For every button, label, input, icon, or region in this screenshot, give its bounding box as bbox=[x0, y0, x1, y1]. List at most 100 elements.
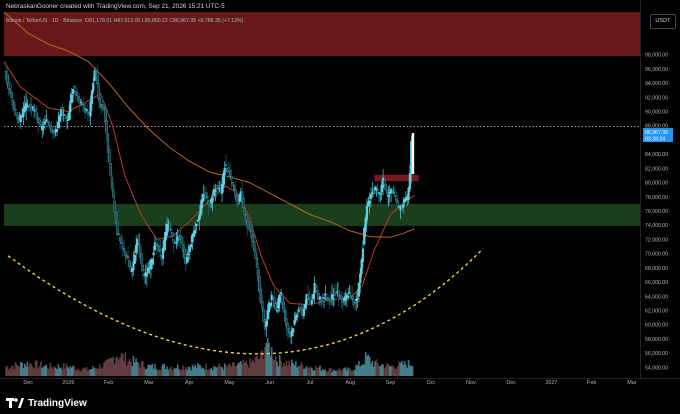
volume-bar bbox=[199, 365, 202, 376]
volume-bar bbox=[312, 370, 315, 376]
countdown-label: 03:38:34 bbox=[645, 137, 665, 143]
candle bbox=[165, 224, 169, 236]
volume-bar bbox=[85, 366, 88, 376]
candle bbox=[73, 86, 76, 88]
candle bbox=[364, 217, 367, 232]
tradingview-logo[interactable]: TradingView bbox=[6, 397, 87, 409]
volume-bar bbox=[191, 364, 194, 376]
volume-bar bbox=[351, 371, 353, 376]
volume-bar bbox=[399, 362, 402, 376]
volume-bar bbox=[28, 366, 30, 376]
volume-bar bbox=[26, 361, 29, 376]
volume-bar bbox=[341, 369, 344, 376]
volume-bar bbox=[93, 368, 96, 376]
volume-bar bbox=[79, 370, 81, 376]
candle bbox=[345, 294, 348, 298]
volume-bar bbox=[380, 364, 383, 376]
price-tick-label: 62,000.00 bbox=[645, 308, 668, 314]
volume-bar bbox=[136, 361, 139, 376]
candle bbox=[161, 247, 165, 259]
candle bbox=[235, 195, 238, 202]
volume-bar bbox=[121, 353, 124, 376]
candle bbox=[133, 255, 136, 264]
time-axis[interactable]: Dec 2026 Feb Mar Apr May Jun Jul Aug Sep Oct Nov Dec… bbox=[0, 378, 680, 387]
volume-bar bbox=[301, 364, 304, 376]
volume-bar bbox=[264, 347, 266, 376]
price-tick-label: 82,000.00 bbox=[645, 166, 668, 172]
candle bbox=[8, 88, 12, 94]
candle bbox=[183, 249, 186, 258]
candle bbox=[359, 273, 362, 284]
candle bbox=[302, 308, 305, 316]
candle bbox=[231, 182, 234, 186]
candle bbox=[363, 227, 366, 245]
volume-bar bbox=[73, 366, 76, 376]
volume-bar bbox=[22, 368, 25, 376]
candle bbox=[285, 318, 288, 326]
currency-button[interactable]: USDT bbox=[650, 14, 676, 29]
candle bbox=[380, 184, 383, 193]
volume-bar bbox=[158, 369, 160, 376]
volume-bar bbox=[164, 369, 167, 376]
volume-bar bbox=[117, 359, 120, 376]
candle bbox=[318, 296, 322, 300]
zone-upper-resistance bbox=[4, 12, 640, 57]
candle bbox=[124, 251, 127, 257]
candle bbox=[228, 171, 232, 177]
time-tick-label: Apr bbox=[185, 380, 194, 386]
symbol-legend[interactable]: Bitcoin / TetherUS · 1D · Binance O81,178… bbox=[6, 18, 243, 24]
volume-bar bbox=[261, 350, 264, 376]
candle bbox=[14, 108, 17, 111]
volume-bar bbox=[253, 362, 256, 376]
volume-bar bbox=[45, 364, 48, 376]
candle bbox=[379, 193, 382, 195]
volume-bar bbox=[401, 360, 403, 376]
volume-bar bbox=[112, 356, 115, 376]
candle bbox=[202, 194, 205, 202]
volume-bar bbox=[256, 355, 258, 376]
volume-bar bbox=[5, 366, 7, 376]
candle bbox=[108, 149, 111, 163]
volume-bar bbox=[182, 365, 184, 376]
price-tick-label: 74,000.00 bbox=[645, 223, 668, 229]
volume-bar bbox=[17, 365, 19, 376]
candle bbox=[271, 296, 275, 298]
candle bbox=[351, 295, 354, 299]
candle bbox=[70, 94, 73, 103]
volume-bar bbox=[291, 359, 293, 376]
candle bbox=[121, 245, 124, 249]
volume-bar bbox=[368, 356, 371, 376]
volume-bar bbox=[252, 359, 254, 376]
candle bbox=[163, 239, 166, 251]
candle bbox=[261, 301, 264, 309]
volume-bar bbox=[81, 369, 84, 376]
volume-bar bbox=[64, 368, 66, 376]
candle bbox=[194, 229, 197, 234]
candle bbox=[400, 207, 403, 209]
candle bbox=[407, 188, 410, 201]
candle bbox=[266, 310, 269, 320]
volume-bar bbox=[194, 364, 197, 376]
volume-bar bbox=[268, 342, 270, 376]
volume-bar bbox=[195, 367, 198, 376]
candle bbox=[105, 120, 108, 134]
volume-bar bbox=[183, 369, 186, 376]
volume-bar bbox=[152, 368, 155, 376]
candle bbox=[135, 244, 138, 253]
candle bbox=[392, 192, 395, 194]
volume-bar bbox=[148, 364, 151, 376]
candle bbox=[7, 82, 10, 89]
volume-bar bbox=[231, 362, 234, 376]
volume-bar bbox=[44, 365, 46, 376]
candle bbox=[112, 189, 115, 198]
price-axis[interactable]: 98,000.00 96,000.00 94,000.00 92,000.00 90,0… bbox=[640, 0, 674, 378]
price-tick-label: 64,000.00 bbox=[645, 294, 668, 300]
volume-bar bbox=[19, 361, 22, 376]
volume-bar bbox=[215, 367, 218, 376]
candle bbox=[171, 231, 174, 237]
candle bbox=[78, 98, 81, 104]
candle bbox=[293, 320, 296, 325]
candle bbox=[212, 189, 216, 196]
candle bbox=[250, 229, 253, 238]
